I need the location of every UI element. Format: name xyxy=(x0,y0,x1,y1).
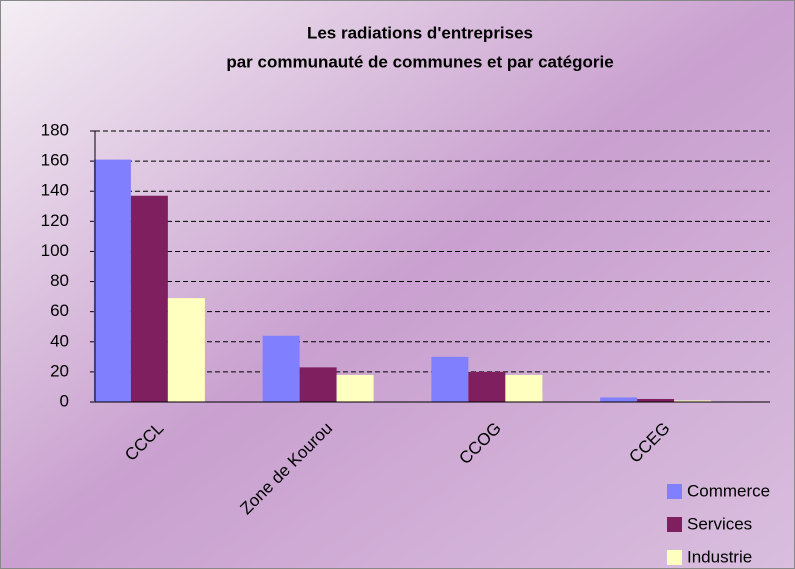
bar xyxy=(468,371,506,402)
bar xyxy=(262,335,300,402)
chart-title: Les radiations d'entreprises xyxy=(307,23,533,42)
y-tick-label: 0 xyxy=(60,391,69,410)
y-tick-label: 60 xyxy=(50,301,69,320)
bar xyxy=(93,159,131,402)
legend-swatch xyxy=(667,484,682,499)
bar xyxy=(505,374,543,402)
legend-swatch xyxy=(667,550,682,565)
legend-label: Commerce xyxy=(687,481,770,500)
bar xyxy=(130,195,168,402)
legend-label: Services xyxy=(687,514,752,533)
bar xyxy=(431,356,469,402)
y-tick-label: 80 xyxy=(50,271,69,290)
bar xyxy=(674,400,712,402)
y-tick-label: 20 xyxy=(50,361,69,380)
bar xyxy=(299,367,337,402)
y-tick-label: 180 xyxy=(41,120,69,139)
legend-swatch xyxy=(667,517,682,532)
legend-label: Industrie xyxy=(687,547,752,566)
y-tick-label: 140 xyxy=(41,181,69,200)
bar xyxy=(167,298,205,402)
bar xyxy=(637,398,675,402)
y-tick-label: 160 xyxy=(41,151,69,170)
y-tick-label: 40 xyxy=(50,331,69,350)
bar xyxy=(336,374,374,402)
bar xyxy=(600,397,638,402)
chart-title: par communauté de communes et par catégo… xyxy=(226,52,613,71)
y-tick-label: 120 xyxy=(41,211,69,230)
y-tick-label: 100 xyxy=(41,241,69,260)
